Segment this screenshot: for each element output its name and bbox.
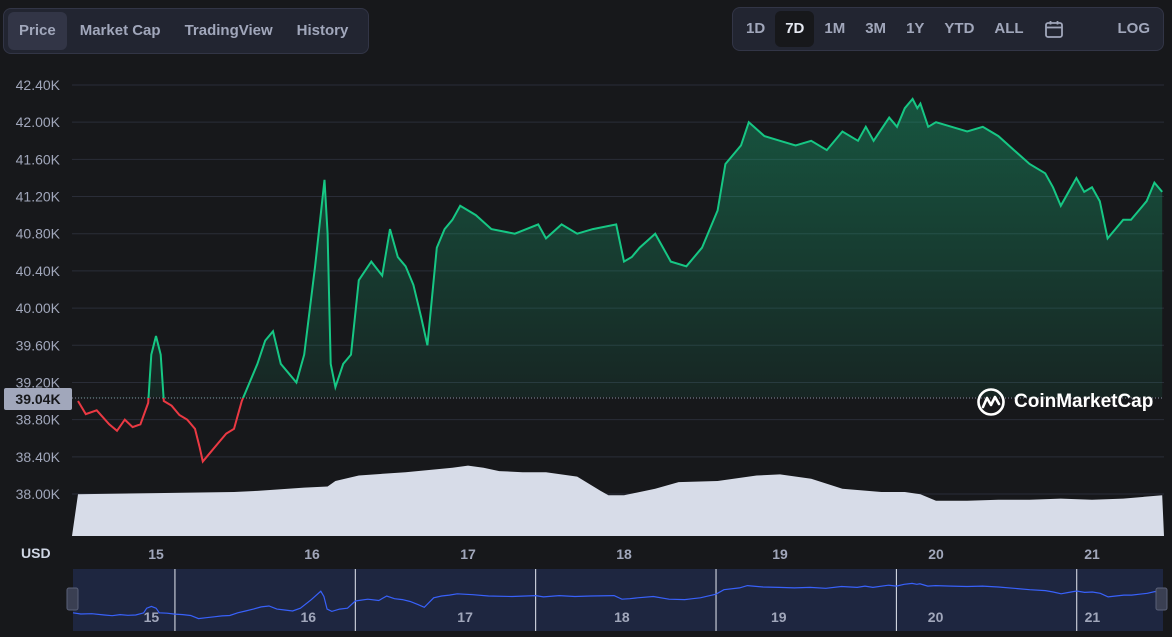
navigator-handle-right[interactable]	[1155, 587, 1168, 611]
y-tick-label: 40.00K	[16, 300, 61, 316]
price-area-fill	[78, 98, 1163, 398]
time-range-selector: 1D 7D 1M 3M 1Y YTD ALL LOG	[732, 7, 1164, 51]
current-price-badge: 39.04K	[4, 388, 72, 410]
volume-area	[72, 465, 1164, 536]
y-tick-label: 40.80K	[16, 226, 61, 242]
navigator-background	[73, 569, 1163, 631]
y-tick-label: 38.00K	[16, 486, 61, 502]
navigator-tick-label: 16	[300, 609, 316, 625]
x-tick-label: 15	[148, 546, 164, 562]
range-ytd[interactable]: YTD	[944, 20, 975, 37]
brand-name: CoinMarketCap	[1014, 391, 1154, 412]
navigator-tick-label: 20	[928, 609, 944, 625]
range-7d[interactable]: 7D	[775, 11, 815, 47]
navigator-tick-label: 18	[614, 609, 630, 625]
navigator-tick-label: 17	[457, 609, 473, 625]
range-1d[interactable]: 1D	[746, 20, 766, 37]
range-1y[interactable]: 1Y	[906, 20, 925, 37]
currency-label: USD	[21, 545, 51, 561]
navigator-ticks: 15 16 17 18 19 20 21	[144, 569, 1101, 631]
x-tick-label: 18	[616, 546, 632, 562]
range-3m[interactable]: 3M	[865, 20, 887, 37]
y-tick-label: 41.20K	[16, 189, 61, 205]
y-axis: 42.40K 42.00K 41.60K 41.20K 40.80K 40.40K 40.0…	[16, 77, 61, 502]
price-line-up	[147, 97, 1163, 398]
x-tick-label: 17	[460, 546, 476, 562]
navigator-line	[72, 582, 1164, 620]
y-tick-label: 42.40K	[16, 77, 61, 93]
navigator-handle-left[interactable]	[66, 587, 79, 611]
y-tick-label: 42.00K	[16, 114, 61, 130]
tab-market-cap[interactable]: Market Cap	[79, 22, 161, 39]
price-line-down	[77, 398, 245, 464]
calendar-icon[interactable]	[1034, 11, 1074, 47]
x-tick-label: 20	[928, 546, 944, 562]
y-tick-label: 41.60K	[16, 151, 61, 167]
navigator-tick-label: 19	[771, 609, 787, 625]
y-tick-label: 38.40K	[16, 449, 61, 465]
brand-watermark: CoinMarketCap	[976, 387, 1153, 417]
x-tick-label: 19	[772, 546, 788, 562]
x-tick-label: 21	[1084, 546, 1100, 562]
volume-bars	[72, 465, 1164, 536]
y-tick-label: 38.80K	[16, 412, 61, 428]
navigator-tick-label: 15	[144, 609, 160, 625]
coinmarketcap-logo-icon	[977, 388, 1005, 416]
range-navigator[interactable]: 15 16 17 18 19 20 21	[66, 569, 1168, 631]
x-tick-label: 16	[304, 546, 320, 562]
tab-history[interactable]: History	[296, 22, 349, 39]
chart-type-tabs: Price Market Cap TradingView History	[3, 8, 369, 54]
range-all[interactable]: ALL	[994, 20, 1024, 37]
x-axis: 15 16 17 18 19 20 21	[148, 546, 1100, 562]
tab-tradingview[interactable]: TradingView	[184, 22, 273, 39]
y-tick-label: 39.20K	[16, 374, 61, 390]
tab-price[interactable]: Price	[8, 12, 67, 50]
y-tick-label: 40.40K	[16, 263, 61, 279]
navigator-tick-label: 21	[1085, 609, 1101, 625]
y-tick-label: 39.60K	[16, 337, 61, 353]
range-1m[interactable]: 1M	[824, 20, 846, 37]
log-scale-button[interactable]: LOG	[1117, 20, 1151, 37]
